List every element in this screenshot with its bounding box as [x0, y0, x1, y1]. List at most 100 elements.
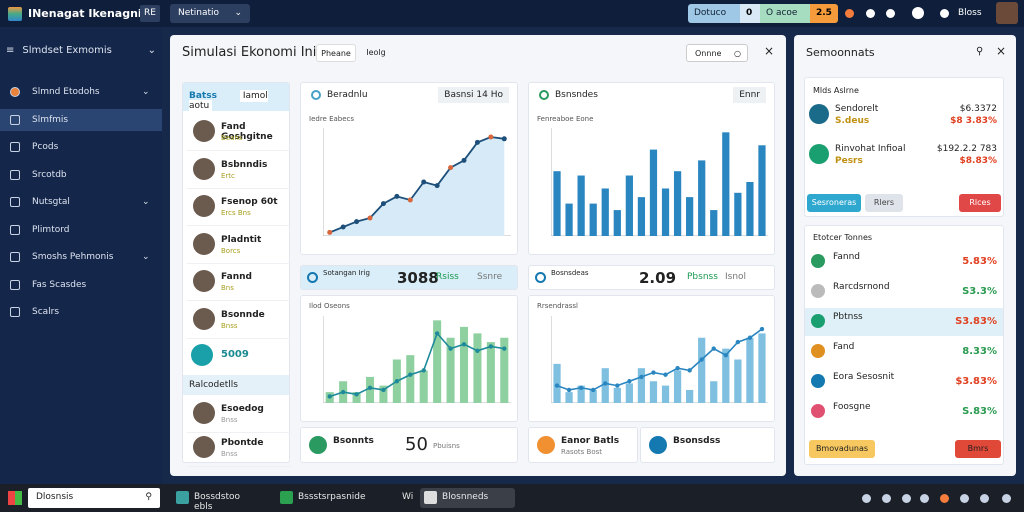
- avatar: [193, 402, 215, 424]
- chevron: ⌄: [142, 252, 150, 262]
- contact-name: Bsbnndis: [221, 159, 268, 170]
- button[interactable]: Bmovadunas: [809, 440, 875, 458]
- contact-row[interactable]: Esoedog Bnss: [187, 397, 291, 433]
- nav-item[interactable]: Pcods: [0, 136, 162, 158]
- nav-icon: [10, 87, 20, 97]
- chart-title: Ilod Oseons: [309, 302, 350, 310]
- taskbar-app[interactable]: Blosnneds: [420, 488, 515, 508]
- start-button[interactable]: [8, 491, 22, 505]
- taskbar-app[interactable]: Bssstsrpasnide: [276, 488, 376, 508]
- tray-icon[interactable]: [902, 494, 911, 503]
- contact-sub: Bnss: [221, 450, 238, 458]
- nav-label: Srcotdb: [32, 169, 67, 180]
- tab[interactable]: Ieolg: [366, 48, 386, 57]
- nav-item[interactable]: Srcotdb: [0, 164, 162, 186]
- area: [329, 137, 505, 236]
- button[interactable]: Onnne ○: [686, 44, 748, 62]
- tray-icon[interactable]: [920, 494, 929, 503]
- user-name[interactable]: Bloss: [958, 8, 982, 18]
- icon[interactable]: [912, 7, 924, 19]
- point: [448, 346, 453, 351]
- contact-row[interactable]: Bsbnndis Ertc: [187, 153, 291, 189]
- line: [556, 328, 763, 391]
- dropdown[interactable]: Netinatio ⌄: [170, 4, 250, 23]
- point: [448, 165, 454, 171]
- nav-item[interactable]: Slmfmis: [0, 108, 162, 131]
- contact-row[interactable]: Fand Goshgitne Beahs: [187, 115, 291, 151]
- nav-icon: [10, 252, 20, 262]
- bar: [613, 387, 621, 403]
- contact-row[interactable]: Fsenop 60t Ercs Bns: [187, 190, 291, 226]
- contact-sub: Beahs: [221, 134, 243, 142]
- nav-item[interactable]: Smoshs Pehmonis ⌄: [0, 246, 162, 268]
- bar: [758, 145, 766, 236]
- nav-item[interactable]: Plimtord: [0, 219, 162, 241]
- total-value: 5009: [221, 349, 249, 360]
- app-title: INenagat Ikenagnit: [28, 7, 147, 20]
- taskbar-app[interactable]: Bossdstoo ebls: [172, 488, 262, 512]
- contact-row[interactable]: Bsonnde Bnss: [187, 303, 291, 339]
- search-box[interactable]: Dlosnsis ⚲: [28, 488, 160, 508]
- contact-row[interactable]: Pladntit Borcs: [187, 228, 291, 264]
- bar: [473, 333, 482, 403]
- tray-icon[interactable]: [882, 494, 891, 503]
- bar: [379, 385, 388, 403]
- contact-name: Pladntit: [221, 234, 262, 245]
- bar: [577, 175, 585, 236]
- button[interactable]: Sesroneras: [807, 194, 861, 212]
- point: [488, 134, 494, 140]
- tray-icon[interactable]: [960, 494, 969, 503]
- taskbar-app[interactable]: Wi: [380, 488, 413, 508]
- avatar: [193, 195, 215, 217]
- close[interactable]: ×: [764, 44, 775, 58]
- icon[interactable]: [845, 9, 854, 18]
- chart: [551, 316, 768, 403]
- icon[interactable]: [866, 9, 875, 18]
- point: [421, 368, 426, 373]
- nav-item[interactable]: Slmnd Etodohs ⌄: [0, 81, 162, 103]
- tray-icon[interactable]: [940, 494, 949, 503]
- bar: [589, 203, 597, 236]
- section-title: Mlds Aslrne: [813, 86, 859, 95]
- chart-subtitle: Iedre Eabecs: [309, 115, 355, 123]
- bar: [577, 385, 585, 403]
- bar: [625, 383, 633, 403]
- nav-item[interactable]: Scalrs: [0, 301, 162, 323]
- contact-name: Fand Goshgitne: [221, 122, 273, 142]
- info-icon: [649, 436, 667, 454]
- point: [354, 392, 359, 397]
- chip: Isnol: [725, 272, 747, 282]
- chart-icon: [311, 90, 321, 100]
- nav-item[interactable]: Fas Scasdes: [0, 274, 162, 296]
- info-value: 50: [405, 434, 428, 455]
- app-icon: [384, 491, 397, 504]
- close[interactable]: ×: [996, 44, 1007, 58]
- bar: [613, 210, 621, 236]
- badge[interactable]: RE: [140, 5, 160, 22]
- tray-icon[interactable]: [1002, 494, 1011, 503]
- icon[interactable]: [940, 9, 949, 18]
- nav-icon: [10, 142, 20, 152]
- button[interactable]: Rlces: [959, 194, 1001, 212]
- search-icon[interactable]: ⚲: [976, 46, 984, 57]
- tab[interactable]: Pheane: [316, 44, 356, 62]
- sidebar-title-text: Slmdset Exmomis: [22, 45, 112, 56]
- line: [329, 331, 505, 398]
- taskbar: Dlosnsis ⚲ Bossdstoo ebls Bssstsrpasnide Wi…: [0, 484, 1024, 512]
- button[interactable]: Rlers: [865, 194, 903, 212]
- item-name: Pbtnss: [833, 312, 863, 322]
- tray-icon[interactable]: [980, 494, 989, 503]
- tray-icon[interactable]: [862, 494, 871, 503]
- point: [711, 346, 716, 351]
- icon[interactable]: [886, 9, 895, 18]
- button[interactable]: Bmrs: [955, 440, 1001, 458]
- contact-row[interactable]: Fannd Bns: [187, 265, 291, 301]
- contact-row[interactable]: Pbontde Bnss: [187, 431, 291, 467]
- nav-item[interactable]: Nutsgtal ⌄: [0, 191, 162, 213]
- avatar: [193, 307, 215, 330]
- bar: [710, 210, 718, 236]
- avatar[interactable]: [996, 2, 1018, 24]
- chip: Pbsnss: [687, 272, 718, 282]
- point: [735, 339, 741, 345]
- bar: [565, 203, 573, 236]
